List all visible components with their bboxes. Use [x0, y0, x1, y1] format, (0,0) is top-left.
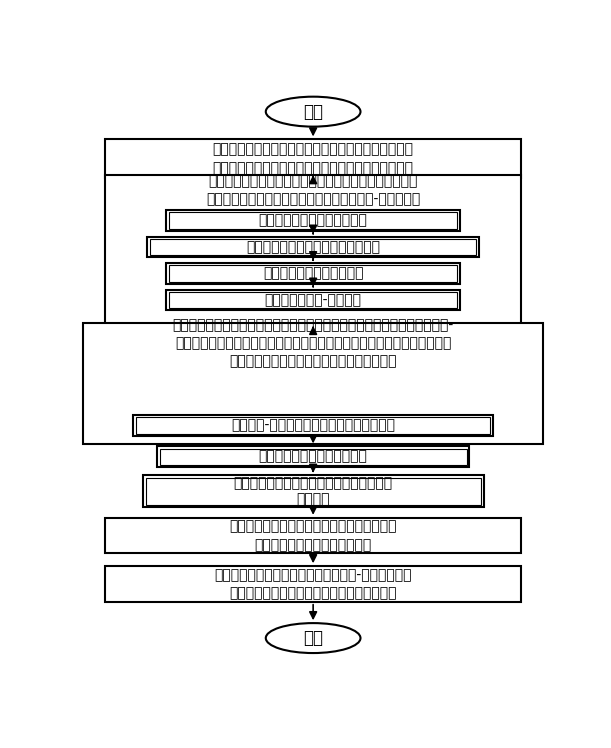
Bar — [169, 292, 457, 308]
Bar — [147, 236, 479, 257]
Bar — [105, 175, 521, 331]
Bar — [166, 289, 460, 310]
Bar — [133, 415, 493, 436]
Bar — [157, 447, 469, 467]
Text: 建立功率-温度优化管理策略的优化问题描述: 建立功率-温度优化管理策略的优化问题描述 — [231, 419, 395, 432]
Text: 考虑座舱温度的燃料电池汽车能耗优化系统
求解流程: 考虑座舱温度的燃料电池汽车能耗优化系统 求解流程 — [233, 476, 393, 506]
Ellipse shape — [266, 96, 360, 126]
Text: 建立汽车纵向行驶动力学模型、燃料电池电堆效率及耗氢
量模型、动力电池荷电状态模型和空调的功率-温度模型。: 建立汽车纵向行驶动力学模型、燃料电池电堆效率及耗氢 量模型、动力电池荷电状态模型… — [206, 174, 420, 206]
Bar — [166, 263, 460, 283]
Text: 建立优化问题描述，利用前向动态规划算法构建燃料电池混合动力汽车功率-
温度一体化优化控制策略，求解燃料电池和动力电池的输出功率序列及空调
的启停序列与其开启状态: 建立优化问题描述，利用前向动态规划算法构建燃料电池混合动力汽车功率- 温度一体化… — [172, 318, 454, 369]
Bar — [159, 449, 467, 465]
Bar — [169, 212, 457, 229]
Text: 建立空调的功率-温度模型: 建立空调的功率-温度模型 — [265, 293, 362, 307]
Text: 建立动力电池荷电状态模型: 建立动力电池荷电状态模型 — [263, 266, 364, 280]
Bar — [136, 417, 490, 434]
Text: 开始: 开始 — [303, 102, 323, 120]
Bar — [166, 210, 460, 231]
Text: 结束: 结束 — [303, 629, 323, 647]
Text: 建立汽车纵向行驶动力学模型: 建立汽车纵向行驶动力学模型 — [258, 213, 368, 227]
Text: 确定系统需要满足的约束条件: 确定系统需要满足的约束条件 — [258, 450, 368, 464]
Text: 进行实验仿真，评估所设计的实时功率-温度一体化优
化控制系统的节能效果与座舱温度调节效果。: 进行实验仿真，评估所设计的实时功率-温度一体化优 化控制系统的节能效果与座舱温度… — [214, 568, 412, 600]
Bar — [84, 323, 543, 444]
Bar — [169, 266, 457, 281]
Bar — [143, 476, 484, 507]
Bar — [105, 139, 521, 179]
Ellipse shape — [266, 623, 360, 653]
Text: 将求解得到的控制输入序列传递至燃料电池混
合动力汽车的功率执行控制单元: 将求解得到的控制输入序列传递至燃料电池混 合动力汽车的功率执行控制单元 — [229, 519, 397, 552]
Bar — [105, 518, 521, 554]
Bar — [150, 239, 476, 255]
Bar — [105, 566, 521, 602]
Text: 建立燃料电池电堆效率及耗氢量模型: 建立燃料电池电堆效率及耗氢量模型 — [246, 240, 380, 254]
Bar — [145, 478, 481, 505]
Text: 云计算处理中心根据高精度地图提供的交通信息和道路
的坡度信息，利用马尔科夫过程预测未来的车速信息。: 云计算处理中心根据高精度地图提供的交通信息和道路 的坡度信息，利用马尔科夫过程预… — [213, 143, 414, 175]
